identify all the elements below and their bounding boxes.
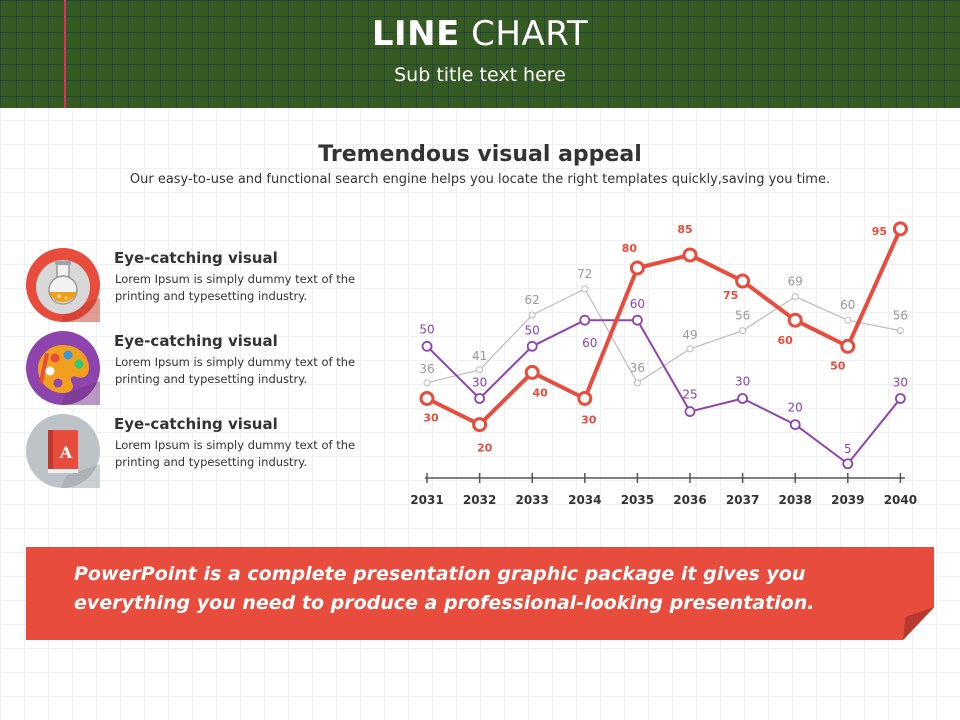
data-point bbox=[476, 366, 484, 374]
page-title: LINE CHART bbox=[0, 14, 960, 54]
feature-text: Lorem Ipsum is simply dummy text of the … bbox=[115, 438, 356, 469]
feature-icon-circle bbox=[26, 248, 100, 322]
data-point bbox=[682, 247, 698, 263]
data-point bbox=[737, 393, 749, 404]
data-label: 69 bbox=[788, 275, 803, 289]
data-point bbox=[896, 327, 904, 335]
feature-text: Lorem Ipsum is simply dummy text of the … bbox=[115, 272, 356, 303]
palette-icon bbox=[26, 331, 100, 405]
data-point bbox=[842, 458, 854, 470]
data-point bbox=[739, 327, 747, 335]
svg-text:A: A bbox=[59, 443, 73, 462]
line-chart: 2031 2032 2033 2034 2035 2036 2037 2038 2039 2040… bbox=[410, 221, 917, 507]
x-tick-label: 2034 bbox=[568, 493, 601, 507]
data-point bbox=[524, 364, 540, 380]
header-margin-line bbox=[64, 0, 66, 108]
data-label: 60 bbox=[778, 334, 794, 347]
data-label: 50 bbox=[830, 359, 846, 372]
data-point bbox=[631, 314, 643, 326]
feature-item: A Eye-catching visual Lorem Ipsum is sim… bbox=[26, 414, 366, 488]
page-title-rest: CHART bbox=[471, 14, 589, 54]
banner-text: PowerPoint is a complete presentation gr… bbox=[74, 563, 815, 614]
x-tick-label: 2040 bbox=[884, 493, 917, 507]
data-point bbox=[629, 260, 645, 276]
data-point bbox=[686, 345, 694, 353]
data-label: 50 bbox=[419, 322, 434, 336]
data-label: 30 bbox=[581, 414, 597, 427]
feature-icon-circle bbox=[26, 331, 100, 405]
data-point bbox=[894, 393, 906, 404]
data-label: 80 bbox=[622, 242, 638, 255]
data-point bbox=[423, 379, 431, 387]
data-label: 60 bbox=[840, 298, 855, 312]
quote-banner bbox=[26, 547, 934, 640]
x-tick-label: 2039 bbox=[831, 493, 864, 507]
data-point bbox=[577, 391, 593, 406]
data-label: 20 bbox=[477, 442, 493, 455]
feature-title: Eye-catching visual bbox=[114, 249, 278, 267]
data-label: 49 bbox=[682, 328, 697, 342]
data-point bbox=[791, 293, 799, 301]
data-label: 30 bbox=[472, 376, 487, 390]
feature-title: Eye-catching visual bbox=[114, 415, 278, 433]
data-point bbox=[735, 273, 751, 289]
x-tick-label: 2035 bbox=[621, 493, 654, 507]
book-icon: A bbox=[26, 414, 100, 488]
data-label: 50 bbox=[525, 323, 540, 337]
x-tick-label: 2032 bbox=[463, 493, 496, 507]
data-label: 40 bbox=[533, 386, 549, 399]
series-line bbox=[426, 319, 902, 465]
data-point bbox=[526, 340, 538, 352]
data-point bbox=[789, 419, 801, 431]
data-label: 20 bbox=[788, 401, 803, 415]
series-line bbox=[426, 228, 903, 427]
data-point bbox=[633, 379, 641, 387]
page-subtitle: Sub title text here bbox=[394, 64, 566, 86]
section-description: Our easy-to-use and functional search en… bbox=[129, 172, 831, 187]
x-tick-label: 2037 bbox=[726, 493, 759, 507]
data-label: 25 bbox=[682, 388, 697, 402]
x-tick-label: 2038 bbox=[778, 493, 811, 507]
data-label: 30 bbox=[423, 412, 439, 425]
header-bar bbox=[0, 0, 960, 108]
data-label: 56 bbox=[735, 309, 750, 323]
data-point bbox=[472, 417, 488, 433]
data-label: 60 bbox=[582, 336, 597, 350]
data-label: 85 bbox=[677, 223, 692, 236]
data-label: 72 bbox=[577, 267, 592, 281]
data-point bbox=[419, 391, 435, 406]
data-label: 95 bbox=[872, 225, 887, 238]
flask-icon bbox=[26, 248, 100, 322]
feature-title: Eye-catching visual bbox=[114, 332, 278, 350]
feature-text: Lorem Ipsum is simply dummy text of the … bbox=[115, 355, 356, 386]
feature-item: Eye-catching visual Lorem Ipsum is simpl… bbox=[26, 248, 366, 322]
data-point bbox=[844, 316, 852, 324]
data-label: 41 bbox=[472, 349, 487, 363]
data-label: 30 bbox=[735, 375, 750, 389]
data-label: 60 bbox=[630, 297, 645, 311]
feature-icon-circle: A bbox=[26, 414, 100, 488]
data-point bbox=[579, 314, 591, 326]
data-label: 36 bbox=[419, 362, 434, 376]
data-point bbox=[421, 340, 433, 352]
data-point bbox=[528, 311, 536, 319]
data-point bbox=[581, 285, 589, 293]
page-title-bold: LINE bbox=[371, 14, 460, 54]
data-label: 56 bbox=[893, 309, 908, 323]
data-label: 75 bbox=[723, 289, 738, 302]
data-label: 30 bbox=[893, 376, 908, 390]
x-tick-label: 2033 bbox=[515, 493, 548, 507]
data-point bbox=[474, 393, 485, 404]
data-point bbox=[892, 221, 908, 237]
data-point bbox=[840, 338, 856, 354]
data-label: 36 bbox=[630, 361, 645, 375]
data-label: 62 bbox=[525, 293, 540, 307]
data-label: 5 bbox=[844, 442, 852, 456]
x-tick-label: 2031 bbox=[410, 493, 443, 507]
section-heading: Tremendous visual appeal bbox=[318, 142, 642, 167]
x-tick-label: 2036 bbox=[673, 493, 706, 507]
data-point bbox=[787, 312, 803, 328]
data-point bbox=[684, 406, 696, 417]
feature-item: Eye-catching visual Lorem Ipsum is simpl… bbox=[26, 331, 366, 405]
